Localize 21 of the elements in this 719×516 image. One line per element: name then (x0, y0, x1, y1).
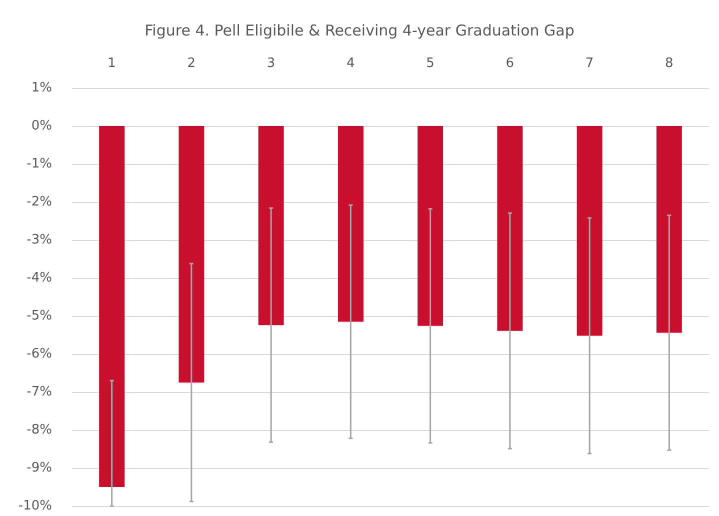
y-tick-label: -4% (26, 270, 52, 286)
chart-title: Figure 4. Pell Eligibile & Receiving 4-year Graduation Gap (144, 22, 574, 40)
y-tick-label: -7% (26, 384, 52, 400)
y-tick-label: -1% (26, 156, 52, 172)
y-tick-label: -5% (26, 308, 52, 324)
x-tick-label: 2 (187, 56, 196, 71)
x-tick-label: 5 (426, 56, 434, 71)
x-tick-label: 6 (506, 56, 514, 71)
y-tick-label: -3% (26, 232, 52, 248)
y-tick-label: 1% (31, 80, 52, 96)
y-tick-label: 0% (31, 118, 52, 134)
x-tick-label: 8 (665, 56, 674, 71)
x-tick-label: 4 (346, 56, 355, 71)
y-tick-label: -8% (26, 422, 52, 438)
x-tick-label: 7 (585, 56, 594, 71)
x-tick-label: 1 (108, 56, 116, 71)
y-tick-label: -6% (26, 346, 52, 362)
y-tick-label: -2% (26, 194, 52, 210)
y-tick-label: -9% (26, 460, 52, 476)
x-tick-label: 3 (266, 56, 276, 71)
y-tick-label: -10% (18, 498, 52, 514)
